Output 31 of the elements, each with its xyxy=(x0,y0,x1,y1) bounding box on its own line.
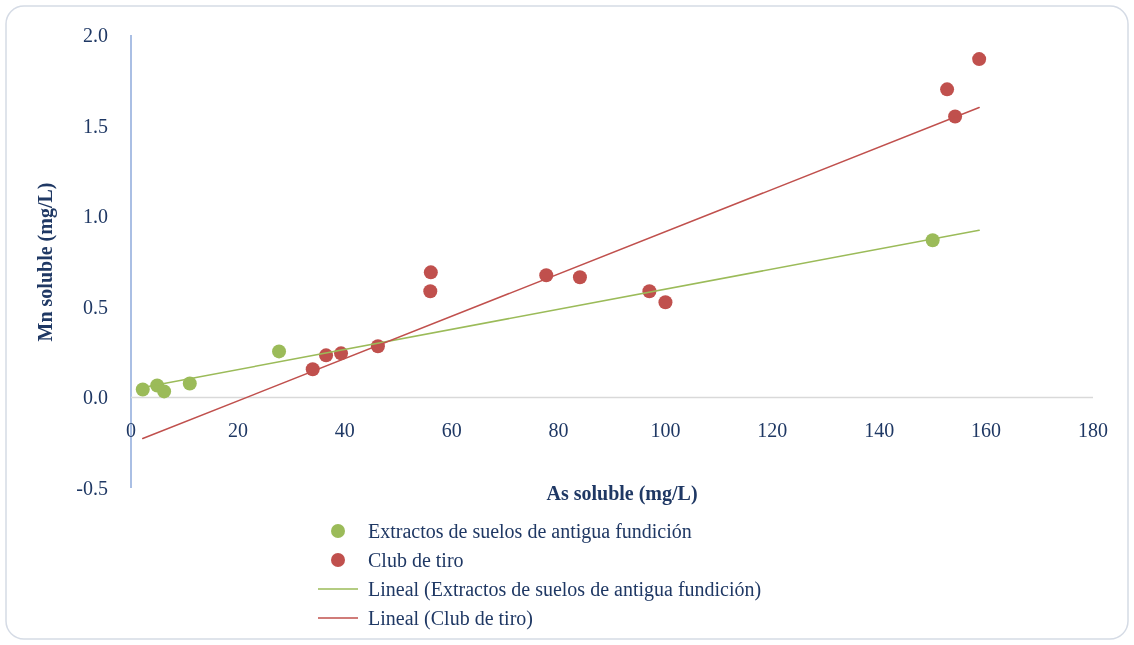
point xyxy=(135,382,150,397)
y-tick-label: 0.5 xyxy=(83,295,108,318)
point xyxy=(940,82,955,97)
point xyxy=(272,344,287,359)
y-tick-label: 1.5 xyxy=(83,114,108,137)
x-tick-label: 100 xyxy=(650,419,681,442)
legend-label: Lineal (Extractos de suelos de antigua fundición) xyxy=(368,578,762,601)
y-axis-title: Mn soluble (mg/L) xyxy=(34,182,57,342)
y-tick-label: 2.0 xyxy=(83,24,108,46)
x-tick-label: 140 xyxy=(864,419,895,442)
x-axis-title: As soluble (mg/L) xyxy=(546,482,698,505)
point xyxy=(972,52,987,67)
x-tick-label: 180 xyxy=(1078,419,1108,442)
x-tick-label: 0 xyxy=(126,419,136,442)
point xyxy=(658,295,673,310)
point xyxy=(423,265,438,280)
x-tick-label: 20 xyxy=(227,419,248,442)
x-tick-label: 80 xyxy=(548,419,569,442)
point xyxy=(157,384,172,399)
x-tick-label: 160 xyxy=(971,419,1002,442)
y-tick-label: 1.0 xyxy=(83,205,108,228)
y-tick-label: 0.0 xyxy=(83,386,108,409)
point xyxy=(572,270,587,285)
legend-label: Extractos de suelos de antigua fundición xyxy=(368,520,692,543)
legend-label: Lineal (Club de tiro) xyxy=(368,607,533,630)
x-tick-label: 40 xyxy=(334,419,355,442)
y-tick-label: -0.5 xyxy=(76,477,108,499)
x-tick-label: 60 xyxy=(441,419,462,442)
point xyxy=(423,284,438,299)
x-tick-label: 120 xyxy=(757,419,788,442)
legend-label: Club de tiro xyxy=(368,549,464,571)
